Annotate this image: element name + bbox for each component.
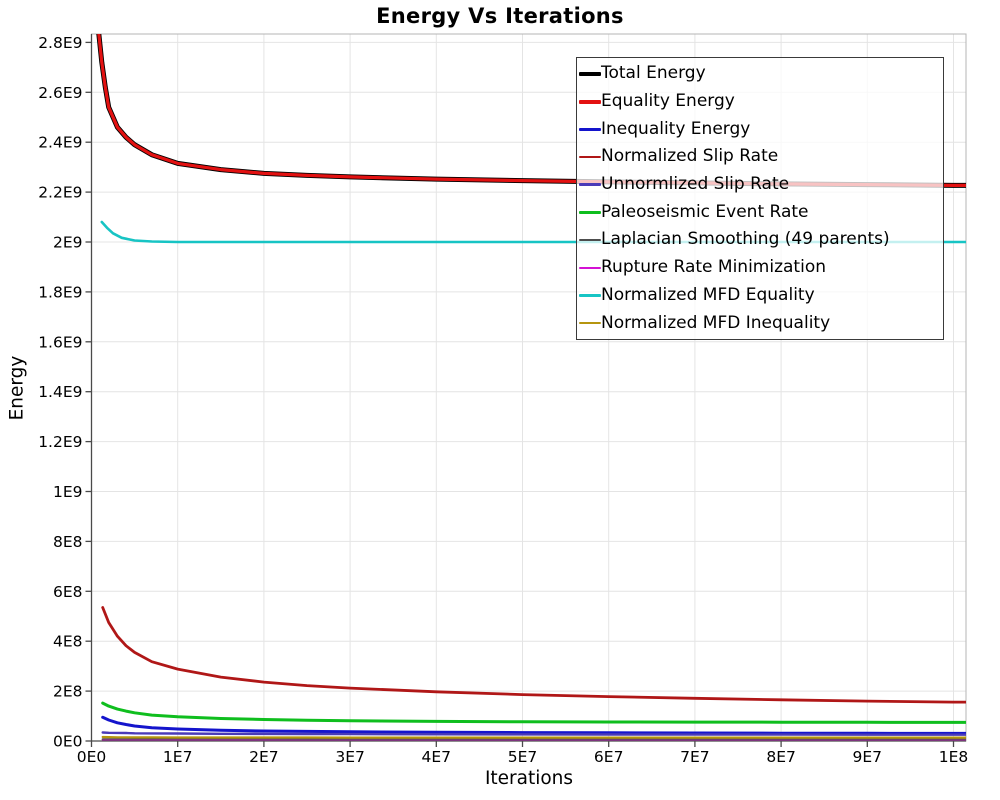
y-axis-title: Energy [6,355,28,421]
x-tick-label: 5E7 [508,748,538,766]
series-line-unnormlized-slip-rate [101,731,966,736]
legend-line-swatch [579,238,601,242]
legend-line-swatch [579,210,601,214]
legend-line-swatch [579,99,601,104]
x-tick-label: 1E8 [939,748,969,766]
y-tick-label: 1.4E9 [38,383,82,401]
y-tick-label: 1.6E9 [38,333,82,351]
axes: 0E0 2E8 4E8 6E8 8E8 1E9 1.2E9 1.4E9 1.6E9 1.8E9 2E… [38,34,968,766]
legend-label: Paleoseismic Event Rate [601,201,809,222]
x-tick-label: 3E7 [335,748,365,766]
y-tick-label: 2E8 [53,683,83,701]
y-tick-label: 2.6E9 [38,84,82,102]
x-axis-title: Iterations [484,768,574,789]
y-tick-label: 2E9 [53,234,83,252]
legend-item-3: Normalized Slip Rate [579,143,943,170]
y-tick-label: 0E0 [53,733,83,751]
y-tick-label: 8E8 [53,533,83,551]
x-tick-label: 1E7 [163,748,193,766]
series-line-inequality-energy [101,715,966,735]
legend-label: Total Energy [601,63,706,84]
legend-line-swatch [579,127,601,131]
legend-item-9: Normalized MFD Inequality [579,310,943,337]
legend-line-swatch [579,321,601,325]
legend-item-0: Total Energy [579,60,943,87]
legend-label: Inequality Energy [601,118,751,139]
legend-label: Normalized Slip Rate [601,146,779,167]
y-tick-label: 6E8 [53,583,83,601]
x-tick-label: 9E7 [853,748,883,766]
chart-title: Energy Vs Iterations [376,4,624,28]
y-tick-label: 2.8E9 [38,34,82,52]
legend-item-8: Normalized MFD Equality [579,282,943,309]
legend-label: Unnormlized Slip Rate [601,174,790,195]
series-line-paleoseismic-event-rate [101,701,966,724]
x-tick-label: 4E7 [422,748,452,766]
legend-label: Normalized MFD Inequality [601,312,831,333]
legend: Total Energy Equality Energy Inequality En… [576,57,944,340]
legend-line-swatch [579,155,601,159]
legend-line-swatch [579,71,601,77]
legend-item-1: Equality Energy [579,88,943,115]
legend-item-6: Laplacian Smoothing (49 parents) [579,226,943,253]
legend-line-swatch [579,294,601,297]
legend-item-5: Paleoseismic Event Rate [579,199,943,226]
legend-label: Normalized MFD Equality [601,284,815,305]
legend-item-2: Inequality Energy [579,116,943,143]
y-tick-label: 1.8E9 [38,283,82,301]
x-tick-label: 2E7 [249,748,279,766]
y-tick-label: 2.2E9 [38,184,82,202]
legend-line-swatch [579,183,601,186]
legend-item-4: Unnormlized Slip Rate [579,171,943,198]
legend-item-7: Rupture Rate Minimization [579,254,943,281]
legend-label: Equality Energy [601,91,735,112]
y-tick-label: 2.4E9 [38,134,82,152]
legend-label: Laplacian Smoothing (49 parents) [601,229,890,250]
y-tick-label: 1.2E9 [38,433,82,451]
series-line-normalized-slip-rate [101,606,966,704]
series-line-normalized-mfd-inequality [101,735,966,739]
legend-label: Rupture Rate Minimization [601,257,826,278]
x-tick-label: 7E7 [680,748,710,766]
y-tick-label: 4E8 [53,633,83,651]
legend-line-swatch [579,266,601,269]
y-tick-label: 1E9 [53,483,83,501]
x-tick-label: 6E7 [594,748,624,766]
x-tick-label: 8E7 [766,748,796,766]
x-tick-label: 0E0 [77,748,107,766]
